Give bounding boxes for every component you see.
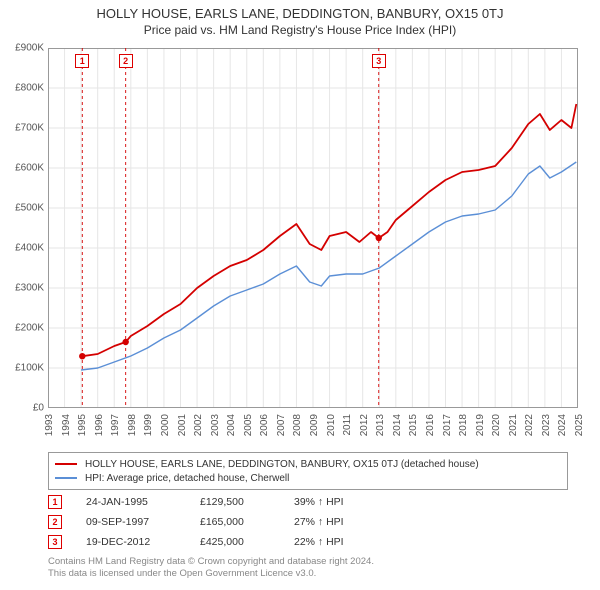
y-tick-label: £700K <box>15 123 44 134</box>
footer-line1: Contains HM Land Registry data © Crown c… <box>48 556 568 568</box>
y-tick-label: £400K <box>15 243 44 254</box>
legend-label-price-paid: HOLLY HOUSE, EARLS LANE, DEDDINGTON, BAN… <box>85 459 479 470</box>
y-tick-label: £500K <box>15 203 44 214</box>
y-tick-label: £600K <box>15 163 44 174</box>
x-tick-label: 2016 <box>425 414 436 436</box>
x-tick-label: 2021 <box>508 414 519 436</box>
x-tick-label: 2020 <box>491 414 502 436</box>
event-price: £165,000 <box>200 516 270 528</box>
event-delta: 27% ↑ HPI <box>294 516 374 528</box>
legend-swatch-price-paid <box>55 463 77 465</box>
event-date: 09-SEP-1997 <box>86 516 176 528</box>
legend-label-hpi: HPI: Average price, detached house, Cher… <box>85 473 289 484</box>
footer-line2: This data is licensed under the Open Gov… <box>48 568 568 580</box>
event-row: 3 19-DEC-2012 £425,000 22% ↑ HPI <box>48 532 568 552</box>
event-marker-1: 1 <box>75 54 89 68</box>
x-tick-label: 2008 <box>292 414 303 436</box>
x-tick-label: 1996 <box>94 414 105 436</box>
chart-plot-area: 1 2 3 <box>48 48 578 408</box>
event-delta: 39% ↑ HPI <box>294 496 374 508</box>
event-price: £425,000 <box>200 536 270 548</box>
x-tick-label: 2025 <box>574 414 585 436</box>
chart-svg <box>48 48 578 408</box>
y-axis-labels: £0£100K£200K£300K£400K£500K£600K£700K£80… <box>0 48 48 408</box>
legend-swatch-hpi <box>55 477 77 479</box>
x-tick-label: 2011 <box>342 414 353 436</box>
y-tick-label: £200K <box>15 323 44 334</box>
x-tick-label: 2003 <box>210 414 221 436</box>
x-tick-label: 2014 <box>392 414 403 436</box>
y-tick-label: £0 <box>33 403 44 414</box>
chart-title: HOLLY HOUSE, EARLS LANE, DEDDINGTON, BAN… <box>0 6 600 21</box>
x-tick-label: 2018 <box>458 414 469 436</box>
y-tick-label: £300K <box>15 283 44 294</box>
x-tick-label: 2019 <box>475 414 486 436</box>
x-tick-label: 2010 <box>326 414 337 436</box>
x-tick-label: 2006 <box>259 414 270 436</box>
event-list: 1 24-JAN-1995 £129,500 39% ↑ HPI 2 09-SEP-199… <box>48 492 568 552</box>
x-tick-label: 1994 <box>61 414 72 436</box>
x-tick-label: 2023 <box>541 414 552 436</box>
x-tick-label: 1993 <box>44 414 55 436</box>
x-tick-label: 2017 <box>442 414 453 436</box>
x-tick-label: 2002 <box>193 414 204 436</box>
footer-attribution: Contains HM Land Registry data © Crown c… <box>48 556 568 580</box>
x-tick-label: 2024 <box>557 414 568 436</box>
y-tick-label: £100K <box>15 363 44 374</box>
x-tick-label: 2004 <box>226 414 237 436</box>
x-tick-label: 2012 <box>359 414 370 436</box>
event-row: 1 24-JAN-1995 £129,500 39% ↑ HPI <box>48 492 568 512</box>
event-marker-2: 2 <box>119 54 133 68</box>
x-tick-label: 2007 <box>276 414 287 436</box>
x-tick-label: 2000 <box>160 414 171 436</box>
event-marker-3: 3 <box>372 54 386 68</box>
x-tick-label: 1998 <box>127 414 138 436</box>
chart-subtitle: Price paid vs. HM Land Registry's House … <box>0 23 600 37</box>
x-tick-label: 2022 <box>524 414 535 436</box>
x-tick-label: 2001 <box>177 414 188 436</box>
x-tick-label: 2005 <box>243 414 254 436</box>
event-delta: 22% ↑ HPI <box>294 536 374 548</box>
event-marker-2-icon: 2 <box>48 515 62 529</box>
event-marker-3-icon: 3 <box>48 535 62 549</box>
x-tick-label: 1995 <box>77 414 88 436</box>
x-tick-label: 2009 <box>309 414 320 436</box>
x-axis-labels: 1993199419951996199719981999200020012002… <box>48 408 578 452</box>
y-tick-label: £800K <box>15 83 44 94</box>
x-tick-label: 2013 <box>375 414 386 436</box>
legend: HOLLY HOUSE, EARLS LANE, DEDDINGTON, BAN… <box>48 452 568 490</box>
event-date: 19-DEC-2012 <box>86 536 176 548</box>
event-row: 2 09-SEP-1997 £165,000 27% ↑ HPI <box>48 512 568 532</box>
x-tick-label: 2015 <box>408 414 419 436</box>
x-tick-label: 1997 <box>110 414 121 436</box>
event-price: £129,500 <box>200 496 270 508</box>
event-marker-1-icon: 1 <box>48 495 62 509</box>
y-tick-label: £900K <box>15 43 44 54</box>
x-tick-label: 1999 <box>143 414 154 436</box>
event-date: 24-JAN-1995 <box>86 496 176 508</box>
